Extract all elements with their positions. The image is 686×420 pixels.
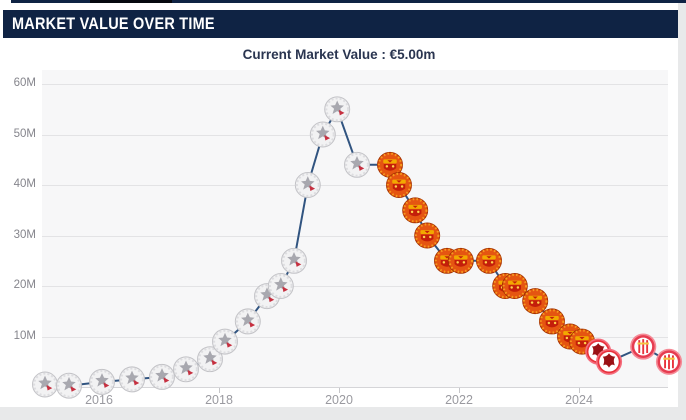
gridline [42, 84, 668, 85]
x-axis-tick [219, 388, 220, 393]
market-value-card: MARKET VALUE OVER TIME Current Market Va… [0, 0, 683, 407]
widget-header: MARKET VALUE OVER TIME [3, 10, 678, 38]
club-crest-marker-ajax[interactable] [172, 355, 200, 383]
club-crest-marker-ajax[interactable] [88, 368, 116, 396]
club-crest-marker-man-united[interactable] [501, 272, 529, 300]
gridline [42, 336, 668, 338]
club-crest-marker-girona[interactable] [629, 333, 657, 361]
x-axis-tick-label: 2018 [205, 393, 233, 407]
club-crest-marker-man-united[interactable] [401, 196, 429, 224]
club-crest-marker-man-united[interactable] [447, 247, 475, 275]
y-axis-tick-label: 50M [13, 127, 36, 140]
x-axis-tick-label: 2022 [445, 393, 473, 407]
club-crest-marker-man-united[interactable] [413, 222, 441, 249]
club-crest-marker-ajax[interactable] [280, 247, 308, 275]
x-axis-tick-label: 2020 [325, 393, 353, 407]
club-crest-marker-ajax[interactable] [234, 307, 262, 335]
y-axis-tick-label: 20M [13, 279, 36, 291]
y-axis-tick-label: 30M [13, 228, 36, 241]
y-axis-tick-label: 40M [13, 178, 36, 190]
club-crest-marker-ajax[interactable] [294, 171, 322, 199]
y-axis-tick-label: 10M [13, 329, 36, 342]
top-border-segment [90, 0, 172, 3]
top-border [11, 0, 686, 3]
club-crest-marker-ajax[interactable] [343, 151, 371, 179]
club-crest-marker-ajax[interactable] [211, 328, 239, 356]
x-axis-tick-label: 2024 [565, 393, 593, 407]
x-axis-tick [339, 388, 340, 393]
club-crest-marker-ajax[interactable] [267, 272, 295, 300]
current-market-value-label: Current Market Value : €5.00m [242, 47, 436, 62]
club-crest-marker-man-united[interactable] [521, 287, 549, 315]
gridline [42, 134, 668, 136]
club-crest-marker-ajax[interactable] [118, 365, 146, 393]
gridline [42, 286, 668, 287]
club-crest-marker-man-united[interactable] [385, 171, 413, 199]
y-axis-tick-label: 60M [13, 77, 36, 89]
club-crest-marker-girona[interactable] [655, 348, 683, 376]
x-axis-tick [579, 388, 580, 393]
x-axis-tick [459, 388, 460, 393]
club-crest-marker-ajax[interactable] [323, 95, 351, 123]
gridline [42, 185, 668, 186]
widget-title: MARKET VALUE OVER TIME [12, 14, 215, 33]
marker-layer [31, 95, 683, 400]
club-crest-marker-eintracht[interactable] [595, 348, 623, 375]
club-crest-marker-ajax[interactable] [31, 371, 59, 398]
club-crest-marker-ajax[interactable] [309, 121, 337, 148]
club-crest-marker-ajax[interactable] [148, 363, 176, 391]
gridline [42, 235, 668, 237]
club-crest-marker-ajax[interactable] [55, 372, 83, 400]
x-axis-tick-label: 2016 [85, 393, 113, 407]
club-crest-marker-man-united[interactable] [475, 247, 503, 275]
